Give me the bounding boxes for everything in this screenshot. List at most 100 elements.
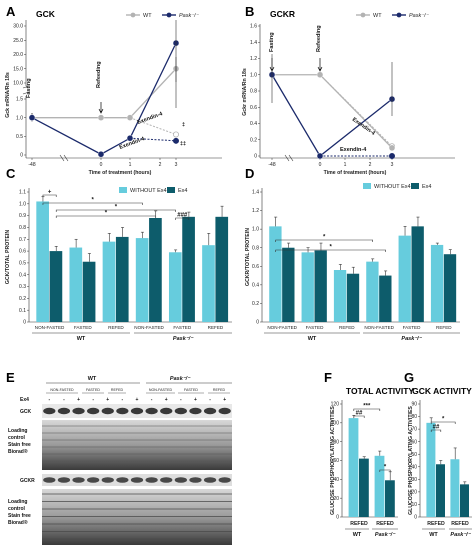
sig-g2-symbol: * [442, 417, 445, 423]
bar-without-ex4 [135, 238, 149, 322]
bar-without-ex4 [374, 455, 385, 517]
group-pask-label: Pask⁻/⁻ [375, 532, 396, 538]
y-tick-label: 60 [411, 439, 417, 445]
blot-lane-sign: - [92, 397, 94, 403]
axis-break-mark [22, 91, 30, 95]
y-axis-label: GCK/TOTAL PROTEIN [5, 230, 11, 284]
bar-without-ex4 [301, 252, 314, 322]
bar-without-ex4 [168, 252, 182, 322]
series-ex4-line-wt [129, 117, 177, 135]
panel-label-e: E [6, 370, 15, 385]
category-label: REFED [451, 521, 469, 527]
blot-row-label-loading-1: Stain free [8, 442, 31, 448]
blot-row-label-loading-1: control [8, 435, 26, 441]
y-axis-label: GLUCOSE PHOSPHORYLATING ACTIVITIES [330, 406, 336, 515]
blot-gck-band [145, 407, 158, 415]
blot-row-label-gck: GCK [20, 409, 32, 415]
category-label: NON-FASTED [134, 325, 164, 330]
category-label: REFED [376, 521, 394, 527]
bar-ex4 [82, 261, 96, 322]
blot-gck-band [57, 407, 71, 415]
blot-gckr-band [87, 477, 100, 483]
y-tick-label: 10 [411, 502, 417, 508]
category-label: NON-FASTED [35, 325, 65, 330]
legend-label-pask: Pask⁻/⁻ [409, 13, 430, 19]
sig-f3-bracket [379, 469, 391, 472]
y-tick-label: 0.8 [252, 245, 259, 251]
category-label: NON-FASTED [267, 325, 297, 330]
blot-row-label-loading-2: Loading [8, 499, 27, 505]
sig-c1-bracket [42, 194, 57, 197]
x-axis-label: Time of treatment (hours) [324, 170, 387, 176]
blot-group-pask: Pask⁻/⁻ [170, 376, 191, 382]
y-tick-label: 1.0 [252, 227, 259, 233]
sig-f1-symbol: ## [356, 411, 363, 417]
blot-gck-band [116, 407, 129, 415]
sig-double-dagger: ‡‡ [180, 141, 186, 147]
blot-gckr-band [130, 477, 144, 483]
y-tick-label: 70 [411, 427, 417, 433]
y-tick-label: 1.0 [16, 115, 23, 121]
x-tick-label: 0 [100, 162, 103, 168]
sig-g1-bracket [430, 429, 442, 432]
axis-break-mark [59, 154, 65, 162]
blot-lane-sign: + [194, 397, 197, 403]
sig-c5-bracket [175, 217, 190, 220]
y-tick-label: 30.0 [13, 24, 23, 30]
group-wt-label: WT [308, 336, 317, 342]
blot-ex4-label: Ex4 [20, 397, 29, 403]
y-tick-label: 0.4 [252, 282, 259, 288]
sig-d1-bracket [275, 239, 373, 242]
x-tick-label: 3 [391, 162, 394, 168]
category-label: REFED [208, 325, 224, 330]
sig-f3-symbol: * [384, 465, 387, 471]
group-wt-label: WT [429, 532, 438, 538]
blot-row-label-loading-1: Loading [8, 428, 27, 434]
bar-without-ex4 [102, 241, 116, 322]
sig-f1-bracket [353, 415, 365, 418]
category-label: REFED [108, 325, 124, 330]
y-tick-label: 10.0 [13, 81, 23, 87]
category-label: REFED [350, 521, 368, 527]
y-tick-label: 0.2 [250, 137, 257, 143]
bar-without-ex4 [366, 261, 379, 322]
bar-ex4 [443, 254, 457, 322]
blot-gck-band [43, 407, 56, 415]
legend-label-wt: WT [373, 13, 382, 19]
blot-gckr-band [116, 477, 129, 483]
y-tick-label: 0.8 [19, 225, 26, 231]
blot-lane-sign: - [151, 397, 153, 403]
blot-gckr-band [145, 477, 158, 483]
panel-label-g: G [404, 370, 414, 385]
axis-break-mark [284, 154, 290, 162]
y-tick-label: 0.7 [19, 237, 26, 243]
blot-lane-sign: - [122, 397, 124, 403]
blot-gckr-band [101, 477, 114, 483]
annotation-refeeding: Refeeding [316, 25, 322, 52]
bar-without-ex4 [36, 201, 49, 322]
sig-d1-symbol: * [323, 235, 326, 241]
blot-gck-band [174, 407, 187, 415]
blot-gck-band [218, 407, 231, 415]
sig-d2-bracket [275, 249, 386, 252]
panel-label-d: D [245, 166, 254, 181]
y-tick-label: 0.4 [19, 272, 26, 278]
y-tick-label: 25.0 [13, 38, 23, 44]
series-line-wt [272, 74, 393, 149]
y-tick-label: 0.4 [250, 121, 257, 127]
blot-gck-band [189, 407, 202, 415]
y-tick-label: 0.2 [19, 296, 26, 302]
category-label: REFED [436, 325, 452, 330]
x-tick-label: 2 [159, 162, 162, 168]
x-tick-label: 2 [369, 162, 372, 168]
y-tick-label: 0 [254, 154, 257, 160]
category-label: FASTED [173, 325, 192, 330]
category-label: REFED [427, 521, 445, 527]
panel-label-b: B [245, 4, 254, 19]
blot-loading-strip-1 [42, 420, 232, 470]
y-tick-label: 1.0 [250, 72, 257, 78]
blot-gck-band [203, 407, 217, 415]
category-label: FASTED [403, 325, 422, 330]
category-label: FASTED [306, 325, 325, 330]
y-tick-label: 20 [411, 489, 417, 495]
